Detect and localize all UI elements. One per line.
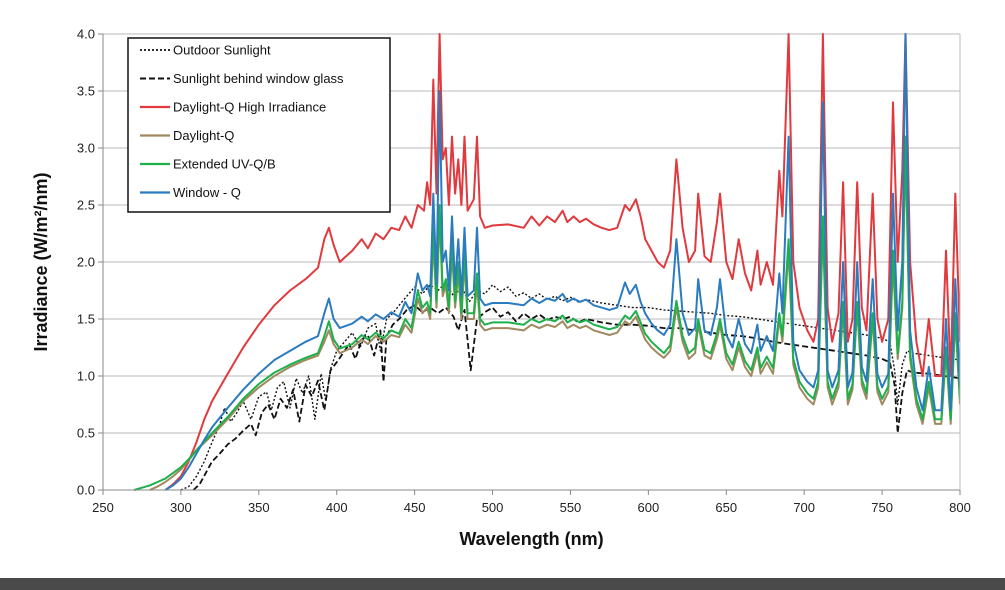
legend-box (127, 37, 391, 213)
x-tick-label-3: 400 (326, 500, 348, 515)
legend: Outdoor Sunlight Sunlight behind window g… (127, 37, 391, 213)
tick-labels: 250 300 350 400 450 500 550 600 650 700 750 800 0.0 0… (77, 27, 971, 516)
y-tick-label-7: 3.5 (77, 84, 95, 99)
series-line-2 (164, 33, 960, 491)
x-tick-label-6: 550 (560, 500, 582, 515)
x-tick-label-9: 700 (793, 500, 815, 515)
y-tick-label-5: 2.5 (77, 198, 95, 213)
series-line-3 (149, 147, 960, 491)
irradiance-chart: 250 300 350 400 450 500 550 600 650 700 750 800 0.0 0… (31, 26, 971, 549)
legend-label-0: Outdoor Sunlight (173, 43, 271, 58)
x-tick-label-11: 800 (949, 500, 971, 515)
y-axis-title: Irradiance (W/m²/nm) (31, 172, 51, 351)
series-line-1 (192, 304, 960, 491)
x-tick-label-0: 250 (92, 500, 114, 515)
x-tick-label-1: 300 (170, 500, 192, 515)
legend-label-1: Sunlight behind window glass (173, 71, 344, 86)
series-line-4 (133, 135, 960, 491)
x-axis-title: Wavelength (nm) (459, 529, 603, 549)
x-tick-label-8: 650 (715, 500, 737, 515)
x-tick-label-2: 350 (248, 500, 270, 515)
x-tick-label-7: 600 (638, 500, 660, 515)
x-tick-label-10: 750 (871, 500, 893, 515)
chart-container: 250 300 350 400 450 500 550 600 650 700 750 800 0.0 0… (31, 26, 971, 549)
y-tick-label-2: 1.0 (77, 369, 95, 384)
series-line-5 (164, 33, 960, 491)
y-tick-label-0: 0.0 (77, 483, 95, 498)
legend-label-3: Daylight-Q (173, 128, 234, 143)
y-tick-label-8: 4.0 (77, 27, 95, 42)
y-tick-label-6: 3.0 (77, 141, 95, 156)
x-tick-label-4: 450 (404, 500, 426, 515)
legend-label-2: Daylight-Q High Irradiance (173, 100, 326, 115)
series-group (133, 33, 960, 491)
legend-label-4: Extended UV-Q/B (173, 157, 276, 172)
x-tick-label-5: 500 (482, 500, 504, 515)
bottom-bar (0, 578, 1005, 590)
y-tick-label-1: 0.5 (77, 426, 95, 441)
y-tick-label-4: 2.0 (77, 255, 95, 270)
y-tick-label-3: 1.5 (77, 312, 95, 327)
legend-label-5: Window - Q (173, 185, 241, 200)
